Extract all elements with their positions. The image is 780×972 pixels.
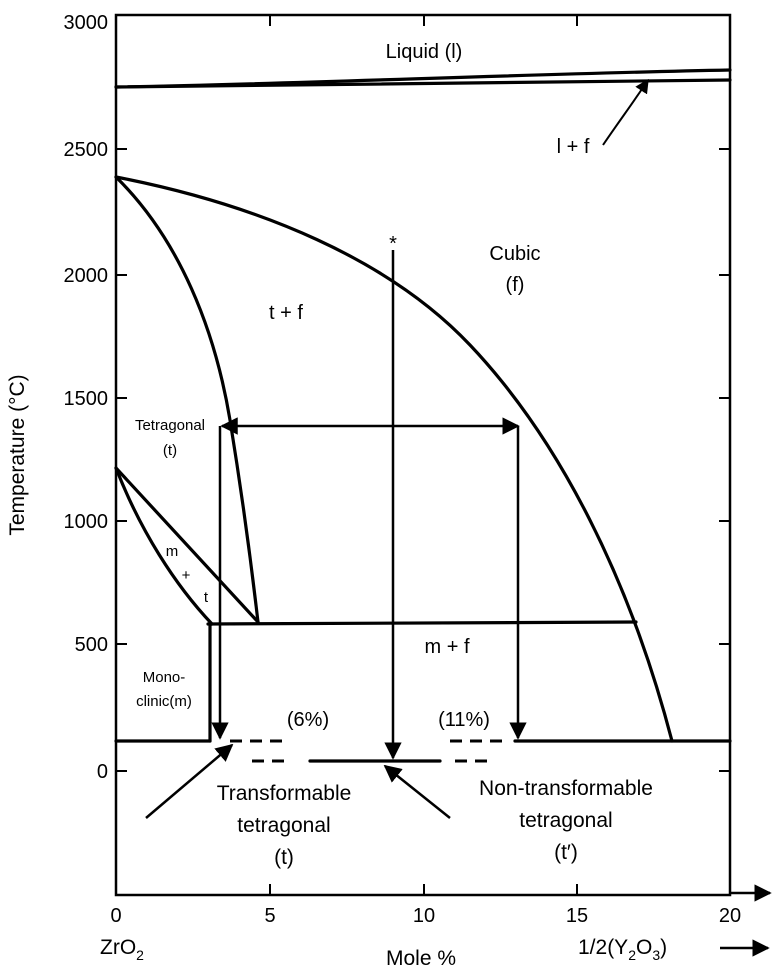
x-tick-20: 20 — [719, 905, 741, 927]
label-mt-t: t — [204, 589, 209, 606]
y-tick-1000: 1000 — [64, 511, 109, 533]
label-liquid-cubic: l + f — [557, 136, 590, 158]
y-axis-title: Temperature (°C) — [6, 374, 29, 535]
cubic-boundary — [114, 175, 674, 743]
label-nontransformable-3: (t′) — [554, 841, 578, 864]
label-mt-m: m — [166, 543, 179, 560]
label-mf: m + f — [424, 636, 469, 658]
plot-frame — [114, 13, 732, 897]
lf-pointer — [602, 78, 649, 146]
x-tick-5: 5 — [264, 905, 275, 927]
label-cubic-1: Cubic — [489, 243, 540, 265]
mt-upper-line — [114, 466, 260, 624]
x-tick-0: 0 — [110, 905, 121, 927]
label-mono-1: Mono- — [143, 669, 186, 686]
y-tick-3000: 3000 — [64, 12, 109, 34]
label-tetragonal-1: Tetragonal — [135, 417, 205, 434]
label-nontransformable-2: tetragonal — [519, 809, 612, 832]
y2o3-label: 1/2(Y2O3) — [578, 936, 667, 963]
y-tick-2500: 2500 — [64, 139, 109, 161]
label-pct11: (11%) — [438, 709, 490, 731]
y-tick-1500: 1500 — [64, 388, 109, 410]
tetragonal-boundary — [114, 175, 260, 624]
zro2-label: ZrO2 — [100, 936, 144, 963]
x-ticks — [269, 15, 578, 895]
y-tick-0: 0 — [97, 761, 108, 783]
label-tetragonal-2: (t) — [163, 442, 177, 459]
label-mt-plus: + — [182, 567, 191, 584]
mt-lower-line — [114, 466, 214, 626]
transformable-pointer — [145, 743, 234, 819]
label-liquid: Liquid (l) — [386, 41, 463, 63]
x-tick-15: 15 — [566, 905, 588, 927]
y-tick-2000: 2000 — [64, 265, 109, 287]
y-ticks — [116, 148, 730, 772]
x-tick-10: 10 — [413, 905, 435, 927]
label-transformable-3: (t) — [274, 846, 294, 869]
label-nontransformable-1: Non-transformable — [479, 777, 653, 800]
label-transformable-2: tetragonal — [237, 814, 330, 837]
star-marker: * — [389, 233, 397, 255]
label-transformable-1: Transformable — [217, 782, 352, 805]
label-cubic-2: (f) — [506, 274, 525, 296]
label-tf: t + f — [269, 302, 303, 324]
solidus-line — [114, 78, 732, 89]
label-mono-2: clinic(m) — [136, 693, 192, 710]
x-axis-title: Mole % — [386, 947, 456, 970]
nontransformable-pointer — [383, 764, 451, 819]
label-pct6: (6%) — [287, 709, 329, 731]
y-tick-500: 500 — [75, 634, 108, 656]
eutectoid-line — [206, 620, 638, 626]
